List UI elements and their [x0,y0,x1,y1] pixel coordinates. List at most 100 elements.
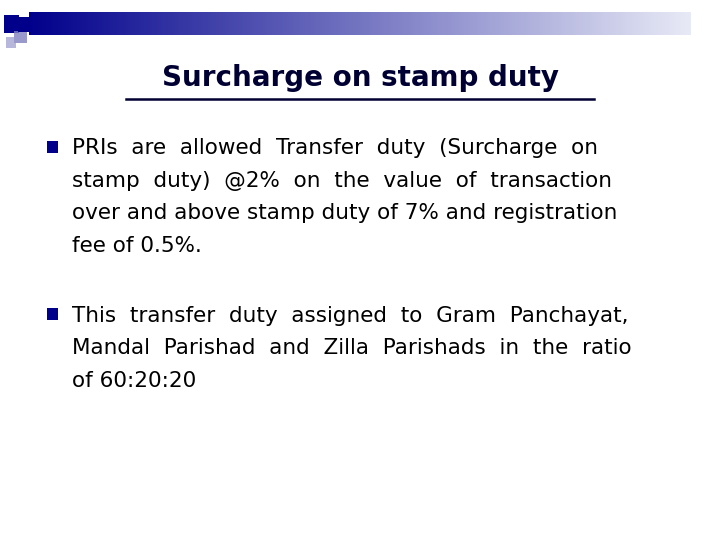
Bar [47,12,49,35]
Bar [250,12,252,35]
Bar [598,12,600,35]
Bar [4,15,19,33]
Bar [236,12,238,35]
Bar [122,12,124,35]
Bar [51,12,53,35]
Bar [548,12,550,35]
Bar [457,12,459,35]
Bar [117,12,120,35]
Bar [387,12,389,35]
Bar [673,12,676,35]
Bar [689,12,691,35]
Bar [223,12,225,35]
Bar [366,12,369,35]
Bar [150,12,153,35]
Bar [323,12,325,35]
Bar [453,12,455,35]
Bar [320,12,323,35]
Bar [676,12,678,35]
Bar [71,12,73,35]
Bar [269,12,271,35]
Bar [574,12,577,35]
Bar [656,12,658,35]
Bar [302,12,305,35]
Bar [132,12,135,35]
Bar [482,12,484,35]
Bar [318,12,320,35]
Bar [238,12,240,35]
Bar [660,12,662,35]
Bar [234,12,236,35]
Bar [484,12,486,35]
Bar [415,12,418,35]
Bar [488,12,490,35]
Bar [176,12,179,35]
Bar [519,12,521,35]
Bar [47,141,58,153]
Bar [665,12,667,35]
Bar [333,12,336,35]
Bar [166,12,168,35]
Bar [215,12,217,35]
Bar [207,12,210,35]
Bar [225,12,228,35]
Bar [300,12,302,35]
Bar [345,12,347,35]
Bar [309,12,312,35]
Bar [449,12,451,35]
Bar [40,12,42,35]
Bar [289,12,292,35]
Bar [106,12,108,35]
Text: PRIs  are  allowed  Transfer  duty  (Surcharge  on: PRIs are allowed Transfer duty (Surcharg… [72,138,598,159]
Bar [170,12,172,35]
Bar [603,12,605,35]
Bar [616,12,618,35]
Bar [292,12,294,35]
Bar [596,12,598,35]
Bar [605,12,607,35]
Bar [678,12,680,35]
Bar [305,12,307,35]
Bar [14,31,27,43]
Bar [499,12,501,35]
Bar [91,12,93,35]
Bar [157,12,159,35]
Bar [99,12,102,35]
Bar [354,12,356,35]
Bar [435,12,437,35]
Bar [6,37,16,48]
Bar [219,12,221,35]
Bar [347,12,349,35]
Bar [141,12,143,35]
Bar [265,12,267,35]
Bar [172,12,174,35]
Bar [86,12,89,35]
Bar [287,12,289,35]
Bar [455,12,457,35]
Bar [384,12,387,35]
Bar [544,12,546,35]
Bar [271,12,274,35]
Bar [444,12,446,35]
Bar [424,12,426,35]
Text: Surcharge on stamp duty: Surcharge on stamp duty [161,64,559,92]
Bar [143,12,146,35]
Bar [159,12,161,35]
Bar [532,12,534,35]
Bar [285,12,287,35]
Bar [97,12,99,35]
Bar [93,12,95,35]
Bar [113,12,115,35]
Bar [397,12,400,35]
Bar [492,12,495,35]
Bar [610,12,612,35]
Bar [645,12,647,35]
Bar [550,12,552,35]
Bar [68,12,71,35]
Bar [358,12,360,35]
Bar [190,12,192,35]
Bar [243,12,246,35]
Bar [73,12,75,35]
Bar [146,12,148,35]
Bar [649,12,652,35]
